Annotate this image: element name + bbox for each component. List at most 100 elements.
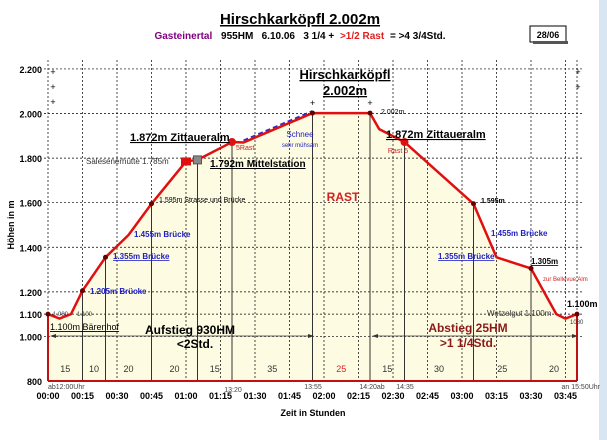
segment-duration: 15	[382, 364, 392, 374]
x-tick-label: 01:00	[174, 391, 197, 401]
clock-label: 13:55	[304, 384, 322, 391]
y-tick-label: 1.100	[19, 310, 42, 320]
waypoint-marker	[310, 110, 315, 116]
annotation-label: 1.100	[77, 312, 93, 318]
y-tick-label: 2.200	[19, 65, 42, 75]
annotation-label: 1.872m Zittaueralm	[386, 129, 486, 141]
x-tick-label: 03:45	[554, 391, 577, 401]
x-tick-label: 03:00	[450, 391, 473, 401]
plus-marker: +	[50, 97, 55, 107]
annotation-label: 1.305m	[531, 257, 558, 266]
annotation-label: 1.080	[53, 312, 69, 318]
x-tick-label: 03:30	[519, 391, 542, 401]
annotation-label: Wetzelgut 1.100m	[487, 309, 552, 318]
page-badge: 28/06	[537, 30, 560, 40]
chart-subtitle: Gasteinertal 955HM 6.10.06 3 1/4 + >1/2 …	[154, 31, 445, 42]
waypoint-marker	[528, 265, 534, 271]
annotation-label: Abstieg 25HM	[428, 321, 507, 335]
segment-duration: 20	[123, 364, 133, 374]
x-tick-label: 00:00	[36, 391, 59, 401]
annotation-label: Rast 5	[388, 148, 408, 155]
clock-label: 13:20	[224, 387, 242, 394]
annotation-label: Salesenerhütte 1.785m	[86, 157, 169, 166]
segment-duration: 15	[210, 364, 220, 374]
plus-marker: +	[50, 67, 55, 77]
y-tick-label: 1.400	[19, 243, 42, 253]
x-tick-label: 00:30	[105, 391, 128, 401]
annotation-label: 5Rast	[236, 145, 254, 152]
annotation-label: >1 1/4Std.	[440, 336, 496, 350]
annotation-label: 1.205m Brücke	[90, 287, 147, 296]
profile-line	[47, 111, 578, 320]
plus-marker: +	[575, 67, 580, 77]
rest-marker-salesenerhuette	[181, 157, 191, 166]
plus-marker: +	[367, 98, 372, 108]
subtitle-region: Gasteinertal	[154, 31, 212, 42]
page-badge-shadow	[533, 41, 568, 44]
annotation-label: Hirschkarköpfl	[299, 67, 390, 82]
annotation-label: sehr mühsam	[282, 143, 318, 149]
y-tick-label: 2.000	[19, 110, 42, 120]
y-tick-label: 1.600	[19, 199, 42, 209]
annotation-label: 1.355m Brücke	[438, 252, 495, 261]
annotation-label: zur Bellevue Alm	[543, 277, 588, 283]
x-tick-label: 03:15	[485, 391, 508, 401]
y-tick-label: 1.200	[19, 288, 42, 298]
annotation-label: 1.595m Strasse und Brücke	[159, 197, 245, 204]
segment-duration: 20	[169, 364, 179, 374]
segment-duration: 35	[267, 364, 277, 374]
annotation-label: 1.872m Zittaueralm	[130, 132, 230, 144]
annotation-label: 2.002m	[323, 83, 367, 98]
annotation-label: Aufstieg 930HM	[145, 323, 235, 337]
x-tick-label: 02:45	[416, 391, 439, 401]
x-tick-label: 01:45	[278, 391, 301, 401]
waypoint-marker	[574, 311, 580, 317]
segment-duration: 20	[549, 364, 559, 374]
annotation-label: 1.100m Bärenhof	[50, 322, 120, 332]
x-tick-label: 01:15	[209, 391, 232, 401]
rest-marker-zittaueralm	[228, 138, 236, 147]
waypoint-marker	[471, 201, 476, 207]
annotation-label: 1.792m Mittelstation	[210, 159, 306, 170]
waypoint-marker	[149, 201, 154, 207]
rest-marker-zittaueralm-descent	[400, 138, 409, 147]
x-tick-label: 00:15	[71, 391, 94, 401]
y-tick-label: 800	[27, 377, 42, 387]
y-tick-label: 1.800	[19, 154, 42, 164]
waypoint-marker	[80, 288, 85, 294]
x-axis-label: Zeit in Stunden	[281, 408, 346, 418]
plus-marker: +	[310, 98, 315, 108]
annotation-label: 1.455m Brücke	[134, 230, 191, 239]
y-axis-label: Höhen in m	[6, 201, 16, 250]
x-tick-label: 00:45	[140, 391, 163, 401]
window-edge	[599, 0, 607, 440]
chart-title: Hirschkarköpfl 2.002m	[220, 11, 380, 28]
subtitle-details: 955HM 6.10.06 3 1/4 +	[221, 31, 334, 42]
clock-label: ab12:00Uhr	[48, 384, 85, 391]
station-marker-mittelstation	[193, 155, 202, 165]
segment-duration: 30	[434, 364, 444, 374]
subtitle-total: = >4 3/4Std.	[390, 31, 446, 42]
annotation-label: Schnee	[286, 130, 314, 139]
x-tick-label: 02:00	[312, 391, 335, 401]
segment-duration: 15	[60, 364, 70, 374]
x-tick-label: 01:30	[243, 391, 266, 401]
clock-label: 14:20ab	[359, 384, 384, 391]
waypoint-marker	[103, 254, 108, 260]
annotation-label: 1.455m Brücke	[491, 229, 548, 238]
segment-duration: 25	[497, 364, 507, 374]
clock-label: 14:35	[396, 384, 414, 391]
plus-marker: +	[50, 82, 55, 92]
clock-label: an 15:50Uhr	[561, 384, 600, 391]
annotation-label: 1.355m Brücke	[113, 252, 170, 261]
waypoint-marker	[45, 311, 51, 317]
annotation-label: 1080	[570, 320, 584, 326]
segment-duration: 25	[336, 364, 346, 374]
x-tick-label: 02:15	[347, 391, 370, 401]
waypoint-marker	[367, 110, 373, 116]
annotation-label: 1.100m	[567, 299, 598, 309]
x-tick-label: 02:30	[381, 391, 404, 401]
segment-duration: 10	[89, 364, 99, 374]
annotation-label: RAST	[327, 190, 360, 204]
